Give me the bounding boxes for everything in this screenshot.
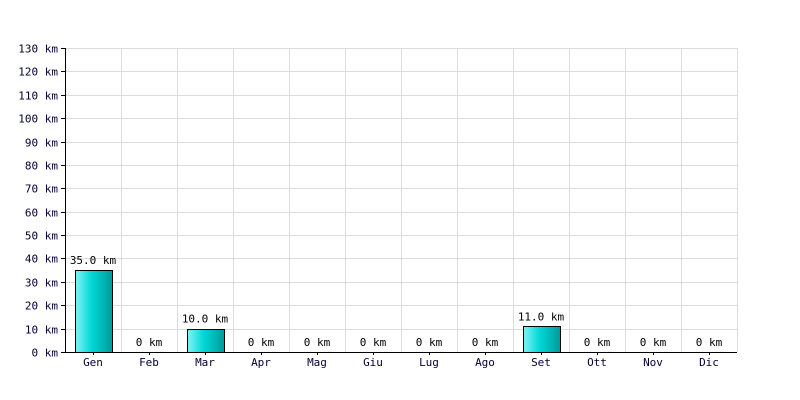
x-tick-label-mag: Mag: [307, 356, 327, 369]
y-tick-label: 100 km: [18, 113, 58, 126]
y-tick-label: 120 km: [18, 66, 58, 79]
y-tick-label: 50 km: [25, 230, 58, 243]
grid-layer: [65, 48, 738, 352]
data-label-apr: 0 km: [248, 336, 275, 349]
data-label-ott: 0 km: [584, 336, 611, 349]
data-label-set: 11.0 km: [518, 310, 565, 323]
data-label-mar: 10.0 km: [182, 313, 229, 326]
y-tick-label: 30 km: [25, 277, 58, 290]
data-label-gen: 35.0 km: [70, 254, 117, 267]
y-tick-label: 60 km: [25, 207, 58, 220]
label-layer: 0 km 10 km 20 km 30 km 40 km 50 km 60 km 70 km 8…: [18, 43, 722, 370]
y-tick-label: 130 km: [18, 43, 58, 56]
x-tick-label-nov: Nov: [643, 356, 663, 369]
x-tick-label-set: Set: [531, 356, 551, 369]
data-label-ago: 0 km: [472, 336, 499, 349]
bar-set: [523, 326, 561, 353]
data-label-giu: 0 km: [360, 336, 387, 349]
y-tick-label: 80 km: [25, 160, 58, 173]
y-tick-label: 10 km: [25, 324, 58, 337]
bar-gen: [75, 270, 113, 353]
data-label-feb: 0 km: [136, 336, 163, 349]
data-label-mag: 0 km: [304, 336, 331, 349]
bar-mar: [187, 329, 225, 353]
x-tick-label-ott: Ott: [587, 356, 607, 369]
x-tick-label-gen: Gen: [83, 356, 103, 369]
y-tick-label: 0 km: [32, 347, 59, 360]
x-tick-label-mar: Mar: [195, 356, 215, 369]
y-tick-label: 20 km: [25, 300, 58, 313]
x-tick-label-apr: Apr: [251, 356, 271, 369]
y-tick-label: 40 km: [25, 253, 58, 266]
x-tick-label-lug: Lug: [419, 356, 439, 369]
bar-layer: [75, 270, 561, 353]
x-tick-label-feb: Feb: [139, 356, 159, 369]
x-tick-label-dic: Dic: [699, 356, 719, 369]
data-label-lug: 0 km: [416, 336, 443, 349]
data-label-nov: 0 km: [640, 336, 667, 349]
data-label-dic: 0 km: [696, 336, 723, 349]
y-tick-label: 70 km: [25, 183, 58, 196]
y-tick-label: 110 km: [18, 90, 58, 103]
x-tick-label-giu: Giu: [363, 356, 383, 369]
x-tick-label-ago: Ago: [475, 356, 495, 369]
axis-layer: [61, 48, 737, 355]
y-tick-label: 90 km: [25, 137, 58, 150]
